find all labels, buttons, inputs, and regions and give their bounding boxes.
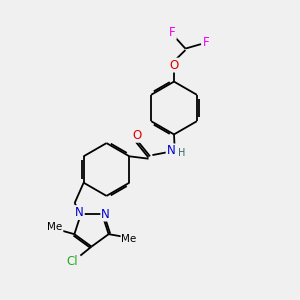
Text: N: N xyxy=(167,144,176,158)
Text: H: H xyxy=(178,148,185,158)
Text: F: F xyxy=(169,26,176,39)
Text: O: O xyxy=(132,129,141,142)
Text: Cl: Cl xyxy=(67,255,78,268)
Text: N: N xyxy=(101,208,110,220)
Text: F: F xyxy=(203,36,210,49)
Text: O: O xyxy=(169,58,178,72)
Text: N: N xyxy=(75,206,84,219)
Text: Me: Me xyxy=(122,234,136,244)
Text: Me: Me xyxy=(47,222,62,232)
